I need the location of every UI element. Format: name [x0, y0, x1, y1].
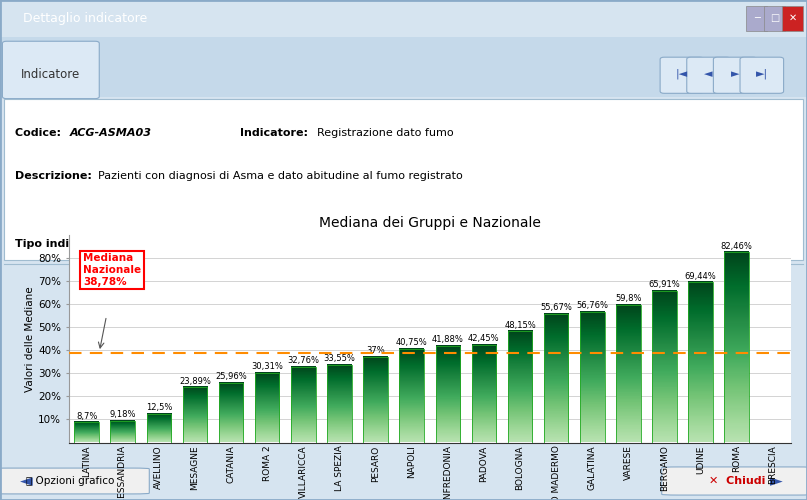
Text: 25,96%: 25,96%: [215, 372, 247, 381]
Text: |◄: |◄: [675, 69, 688, 80]
Text: ACG-ASMA03: ACG-ASMA03: [69, 128, 152, 138]
Text: Tipo indicatore:: Tipo indicatore:: [15, 239, 117, 249]
Text: Indicatore: Indicatore: [21, 68, 81, 80]
Bar: [327, 365, 352, 442]
Text: 65,91%: 65,91%: [649, 280, 680, 288]
Bar: [764, 6, 785, 32]
FancyBboxPatch shape: [687, 57, 730, 94]
Text: 59,8%: 59,8%: [615, 294, 642, 303]
Bar: [4, 98, 803, 260]
Text: Processo: Processo: [120, 239, 169, 249]
Text: ✕  Chiudi: ✕ Chiudi: [709, 476, 766, 486]
Bar: [147, 414, 171, 442]
Bar: [616, 304, 641, 442]
Bar: [291, 367, 316, 442]
Bar: [580, 312, 604, 442]
FancyBboxPatch shape: [713, 57, 757, 94]
Bar: [782, 6, 803, 32]
Bar: [255, 372, 279, 442]
Text: 82,46%: 82,46%: [721, 242, 753, 250]
Text: ►: ►: [771, 472, 783, 490]
Text: 9,18%: 9,18%: [110, 410, 136, 420]
Text: 42,45%: 42,45%: [468, 334, 500, 343]
Bar: [0, 37, 807, 96]
Text: Dettaglio indicatore: Dettaglio indicatore: [15, 12, 147, 25]
Text: 30,31%: 30,31%: [251, 362, 283, 371]
FancyBboxPatch shape: [0, 468, 149, 494]
Bar: [74, 422, 99, 442]
Text: 48,15%: 48,15%: [504, 320, 536, 330]
Text: 🖼 Opzioni grafico: 🖼 Opzioni grafico: [27, 476, 115, 486]
Text: 32,76%: 32,76%: [287, 356, 320, 365]
FancyBboxPatch shape: [662, 467, 807, 495]
FancyBboxPatch shape: [0, 469, 65, 493]
Bar: [544, 314, 568, 442]
Bar: [688, 282, 713, 442]
Text: Indicatore:: Indicatore:: [240, 128, 312, 138]
Text: Registrazione dato fumo: Registrazione dato fumo: [317, 128, 454, 138]
Text: ◄: ◄: [705, 69, 713, 79]
Text: Codice:: Codice:: [15, 128, 65, 138]
Text: 37%: 37%: [366, 346, 385, 356]
Title: Mediana dei Gruppi e Nazionale: Mediana dei Gruppi e Nazionale: [319, 216, 541, 230]
Text: Mediana
Nazionale
38,78%: Mediana Nazionale 38,78%: [83, 254, 141, 286]
Bar: [363, 357, 388, 442]
Bar: [182, 388, 207, 442]
Text: Pazienti con diagnosi di Asma e dato abitudine al fumo registrato: Pazienti con diagnosi di Asma e dato abi…: [98, 171, 462, 181]
Text: 56,76%: 56,76%: [576, 301, 608, 310]
FancyBboxPatch shape: [738, 469, 807, 493]
Text: 55,67%: 55,67%: [540, 304, 572, 312]
Bar: [746, 6, 767, 32]
Bar: [219, 382, 244, 442]
FancyBboxPatch shape: [2, 42, 99, 98]
Y-axis label: Valori delle Mediane: Valori delle Mediane: [25, 286, 36, 392]
FancyBboxPatch shape: [660, 57, 704, 94]
Text: 12,5%: 12,5%: [146, 403, 172, 412]
Text: 41,88%: 41,88%: [432, 335, 464, 344]
Text: ✕: ✕: [788, 13, 797, 23]
Text: 23,89%: 23,89%: [179, 376, 211, 386]
Text: ◄: ◄: [20, 472, 32, 490]
Text: Descrizione:: Descrizione:: [15, 171, 95, 181]
Bar: [399, 348, 424, 442]
Text: □: □: [770, 13, 780, 23]
Text: 33,55%: 33,55%: [324, 354, 355, 364]
Text: 8,7%: 8,7%: [76, 412, 98, 420]
FancyBboxPatch shape: [740, 57, 784, 94]
Text: ─: ─: [754, 13, 760, 23]
Text: ►|: ►|: [755, 69, 768, 80]
Bar: [508, 332, 533, 442]
Bar: [111, 422, 135, 442]
Text: 69,44%: 69,44%: [684, 272, 717, 280]
Bar: [471, 344, 496, 442]
Text: 40,75%: 40,75%: [395, 338, 428, 346]
Text: ►: ►: [731, 69, 739, 79]
Bar: [436, 346, 460, 442]
Bar: [725, 252, 749, 442]
Bar: [652, 290, 677, 442]
